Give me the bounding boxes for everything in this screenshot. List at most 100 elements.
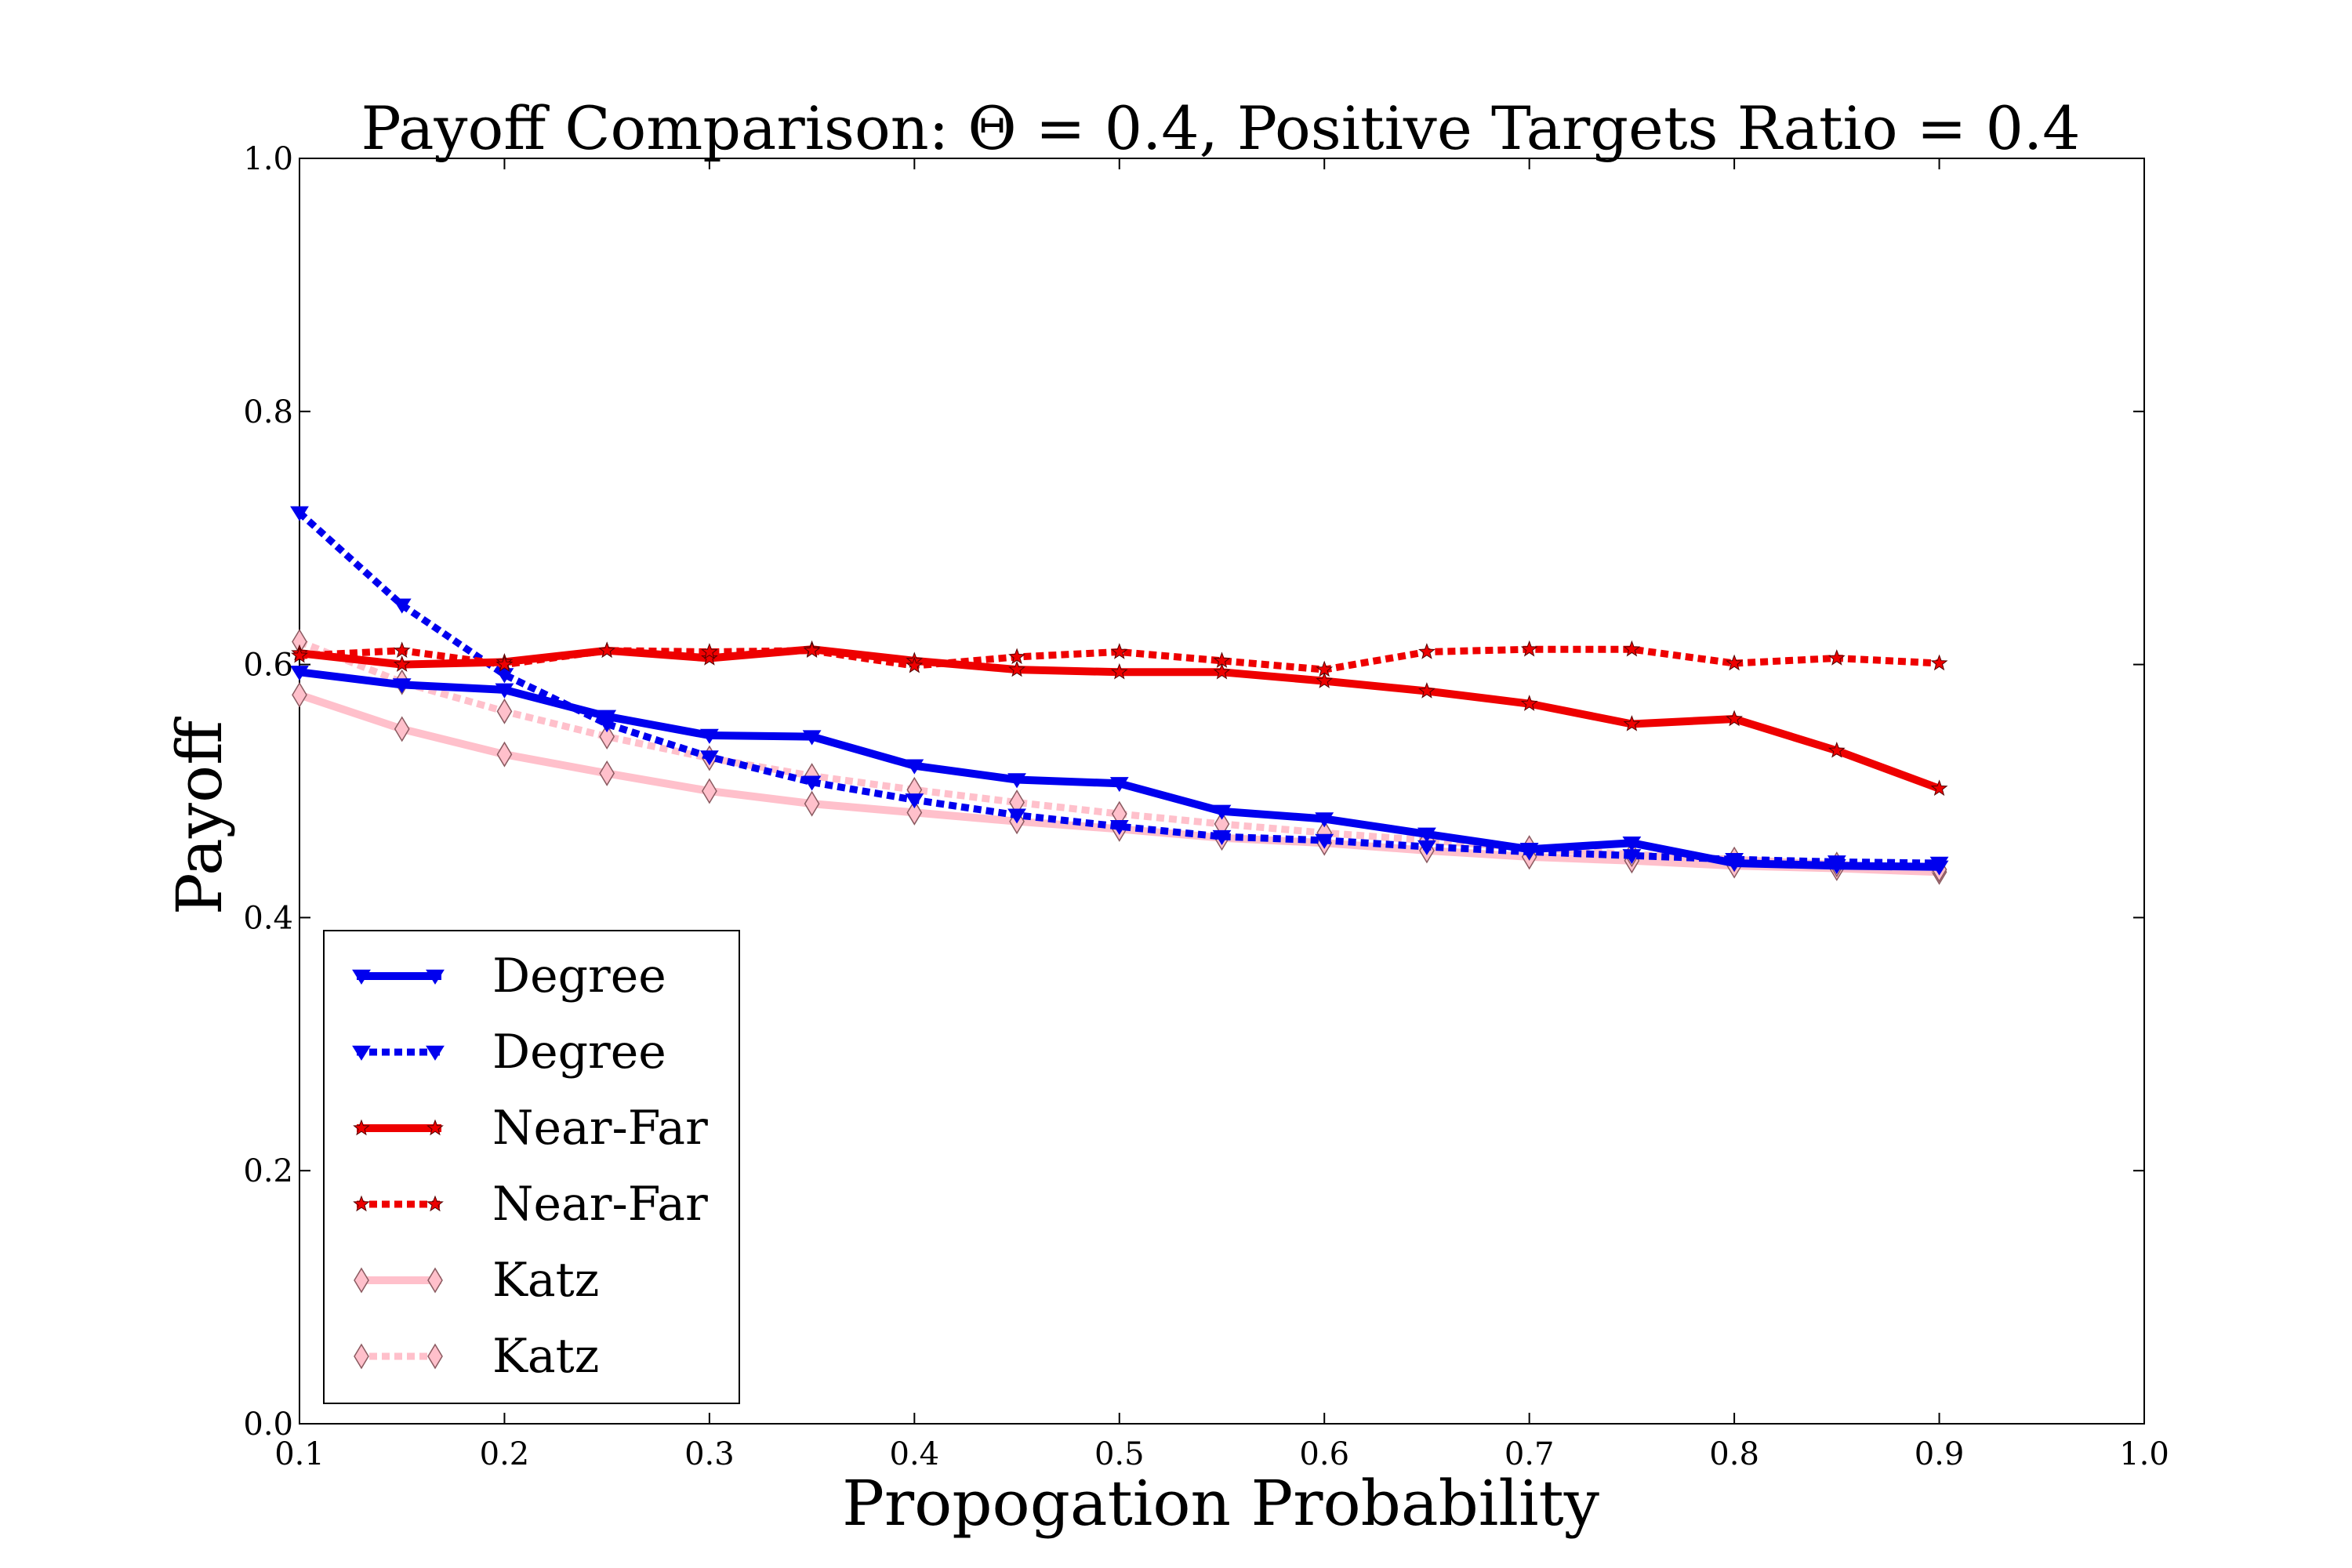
x-tick-label: 0.5 [1094, 1436, 1145, 1472]
legend-star-marker [426, 1119, 444, 1136]
star-marker [1623, 715, 1641, 731]
star-marker [1110, 643, 1128, 659]
triangle-down-marker [802, 730, 822, 746]
x-tick-label: 0.1 [274, 1436, 325, 1472]
legend-label: Katz [492, 1329, 599, 1384]
y-tick-label: 0.6 [243, 648, 293, 684]
legend-diamond-marker [427, 1343, 443, 1370]
triangle-down-marker [1622, 836, 1642, 852]
triangle-down-marker [392, 678, 412, 694]
star-marker [1520, 640, 1538, 657]
legend-label: Near-Far [492, 1177, 708, 1232]
triangle-down-marker [1212, 804, 1232, 820]
legend-triangle-down-marker [426, 1045, 445, 1061]
star-marker [1316, 672, 1334, 688]
legend-label: Katz [492, 1253, 599, 1308]
plot-area [290, 158, 2145, 1425]
triangle-down-marker [495, 668, 514, 684]
triangle-down-marker [699, 750, 719, 766]
star-marker [803, 641, 821, 659]
star-marker [1726, 710, 1743, 727]
triangle-down-marker [1417, 827, 1436, 843]
diamond-marker [906, 799, 923, 826]
diamond-marker [804, 790, 820, 817]
triangle-down-marker [1007, 808, 1026, 824]
triangle-down-marker [597, 717, 617, 733]
legend-label: Degree [492, 949, 666, 1004]
triangle-down-marker [597, 710, 617, 725]
legend-entry: Degree [352, 1025, 666, 1080]
star-marker [393, 641, 411, 659]
triangle-down-marker [1929, 856, 1949, 872]
y-tick-label: 0.0 [243, 1406, 293, 1443]
legend-triangle-down-marker [352, 969, 371, 985]
legend-entry: Katz [354, 1329, 599, 1384]
diamond-marker [292, 681, 307, 708]
triangle-down-marker [290, 506, 309, 521]
x-tick-label: 0.8 [1709, 1436, 1759, 1472]
y-axis-label: Payoff [163, 717, 236, 915]
triangle-down-marker [1315, 833, 1334, 849]
legend-label: Near-Far [492, 1101, 708, 1156]
plot-frame [299, 158, 2145, 1425]
triangle-down-marker [1622, 849, 1642, 865]
triangle-down-marker [905, 793, 924, 809]
triangle-down-marker [802, 775, 822, 791]
star-marker [1110, 662, 1128, 680]
diamond-marker [599, 760, 615, 786]
triangle-down-marker [1109, 777, 1129, 793]
diamond-marker [496, 741, 513, 768]
triangle-down-marker [1007, 773, 1026, 789]
series-degree-solid [290, 666, 1949, 876]
legend-star-marker [353, 1119, 370, 1136]
star-marker [598, 641, 616, 659]
triangle-down-marker [1212, 829, 1232, 845]
legend-entry: Degree [352, 949, 666, 1004]
star-marker [1008, 648, 1025, 665]
y-tick-label: 0.2 [243, 1153, 293, 1189]
star-marker [1213, 662, 1231, 680]
star-marker [393, 655, 411, 672]
triangle-down-marker [699, 728, 719, 744]
star-marker [1726, 654, 1743, 671]
series-near-far-dotted [291, 640, 1948, 677]
triangle-down-marker [1315, 812, 1334, 828]
diamond-marker [702, 778, 717, 804]
x-tick-label: 1.0 [2119, 1436, 2169, 1472]
star-marker [1008, 660, 1025, 677]
legend-diamond-marker [354, 1267, 369, 1294]
star-marker [906, 656, 924, 673]
star-marker [1828, 649, 1846, 666]
legend-label: Degree [492, 1025, 666, 1080]
star-marker [1623, 640, 1641, 657]
star-marker [1520, 695, 1538, 711]
legend-diamond-marker [427, 1267, 443, 1294]
triangle-down-marker [392, 598, 412, 614]
star-marker [1828, 741, 1846, 758]
x-axis-label: Propogation Probability [842, 1467, 1599, 1540]
y-tick-label: 0.4 [243, 900, 293, 936]
diamond-marker [394, 716, 410, 742]
legend: Degree Degree Near-Far Near-Far Katz Katz [323, 930, 740, 1404]
legend-triangle-down-marker [426, 969, 445, 985]
diamond-marker [496, 698, 513, 724]
x-tick-label: 0.3 [684, 1436, 735, 1472]
legend-star-marker [353, 1195, 370, 1212]
triangle-down-marker [1417, 840, 1436, 855]
legend-star-marker [426, 1195, 444, 1212]
y-tick-label: 0.8 [243, 394, 293, 430]
series-line [299, 645, 1940, 673]
star-marker [1418, 682, 1436, 699]
legend-diamond-marker [354, 1343, 369, 1370]
star-marker [701, 649, 718, 666]
triangle-down-marker [495, 683, 514, 699]
star-marker [495, 655, 514, 672]
star-marker [1930, 654, 1948, 671]
legend-entry: Near-Far [353, 1101, 708, 1156]
x-axis: 0.1 0.2 0.3 0.4 0.5 0.6 0.7 0.8 0.9 1.0 [274, 158, 2169, 1472]
x-tick-label: 0.6 [1299, 1436, 1349, 1472]
y-axis: 0.0 0.2 0.4 0.6 0.8 1.0 [243, 141, 2144, 1443]
diamond-marker [599, 724, 615, 750]
triangle-down-marker [290, 666, 309, 681]
